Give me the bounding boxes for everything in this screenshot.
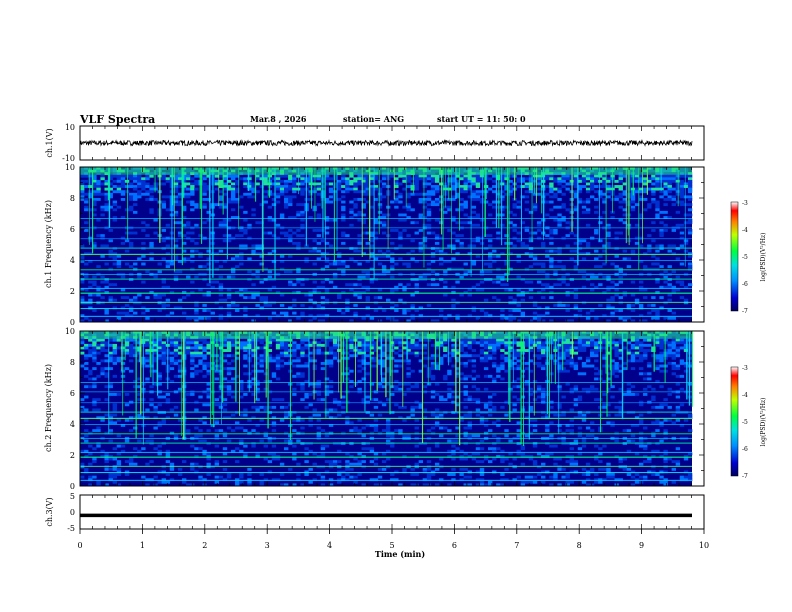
xtick-8: 8	[577, 541, 582, 550]
ch1-spectrogram-ylabel-channel: ch.1 Frequency (kHz)	[44, 200, 53, 288]
xtick-3: 3	[265, 541, 270, 550]
ch2-spectrogram-bands	[80, 331, 693, 487]
ch3-ytick-mid: 0	[70, 508, 75, 517]
ch1-ytick-8: 8	[70, 194, 75, 203]
cb2-tick-5: -5	[742, 419, 748, 426]
ch2-spectrogram-ylabel-channel: ch.2 Frequency (kHz)	[44, 364, 53, 452]
cb2-tick-6: -6	[742, 446, 748, 453]
ch1-ytick-bottom: -10	[62, 154, 75, 163]
ch3-ytick-bottom: -5	[67, 524, 75, 533]
cb1-tick-3: -3	[742, 200, 748, 207]
cb2-tick-7: -7	[742, 473, 748, 480]
ch1-spectrogram-bands	[80, 167, 693, 323]
ch1-ytick-4: 4	[70, 256, 75, 265]
figure-title: VLF Spectra	[79, 113, 155, 126]
xtick-2: 2	[202, 541, 207, 550]
xtick-0: 0	[77, 541, 82, 550]
date-label: Mar.8 , 2026	[250, 114, 307, 124]
ch1-ytick-10: 10	[65, 163, 75, 172]
axis-ticks	[79, 126, 705, 534]
ch1-waveform-panel: 10 -10 ch.1(V)	[45, 123, 705, 163]
xtick-5: 5	[389, 541, 394, 550]
colorbar-ch2: -3 -4 -5 -6 -7 log(PSD)(V²/Hz)	[730, 365, 767, 480]
xtick-4: 4	[327, 541, 332, 550]
ch1-waveform-line	[79, 138, 693, 147]
ch2-ytick-0: 0	[70, 482, 75, 491]
ch2-ytick-4: 4	[70, 420, 75, 429]
cb1-tick-6: -6	[742, 281, 748, 288]
cb2-tick-4: -4	[742, 392, 748, 399]
ch2-ytick-10: 10	[65, 327, 75, 336]
xtick-7: 7	[514, 541, 519, 550]
colorbar-ch1-label: log(PSD)(V²/Hz)	[760, 233, 767, 282]
cb1-tick-5: -5	[742, 254, 748, 261]
ch1-ytick-top: 10	[65, 123, 75, 132]
cb1-tick-4: -4	[742, 227, 748, 234]
ch1-waveform-ylabel: ch.1(V)	[45, 128, 54, 157]
colorbar-ch2-gradient	[730, 366, 739, 477]
x-axis-ticklabels: 0 1 2 3 4 5 6 7 8 9 10	[77, 541, 709, 550]
cb1-tick-7: -7	[742, 308, 748, 315]
ch2-spectrogram-panel: ch.2 Frequency (kHz)	[44, 330, 705, 487]
ch3-ytick-top: 5	[70, 492, 75, 501]
x-axis-label: Time (min)	[375, 549, 425, 559]
xtick-1: 1	[140, 541, 145, 550]
xtick-10: 10	[699, 541, 709, 550]
colorbar-ch1-gradient	[730, 201, 739, 312]
ch1-spectrogram-panel: ch.1 Frequency (kHz)	[44, 166, 705, 323]
ch1-spectrogram-yticks: 0 2 4 6 8 10	[65, 163, 75, 327]
xtick-6: 6	[452, 541, 457, 550]
ch3-waveform-panel: 5 0 -5 ch.3(V)	[45, 492, 705, 533]
ch1-ytick-6: 6	[70, 225, 75, 234]
xtick-9: 9	[639, 541, 644, 550]
cb2-tick-3: -3	[742, 365, 748, 372]
ch2-ytick-8: 8	[70, 358, 75, 367]
ch3-waveform-ylabel: ch.3(V)	[45, 497, 54, 526]
ch2-spectrogram-yticks: 0 2 4 6 8 10	[65, 327, 75, 491]
ch2-ytick-6: 6	[70, 389, 75, 398]
start-time-label: start UT = 11: 50: 0	[437, 114, 526, 124]
ch2-ytick-2: 2	[70, 451, 75, 460]
station-label: station= ANG	[343, 114, 404, 124]
ch1-ytick-0: 0	[70, 318, 75, 327]
ch3-waveform-frame	[79, 494, 705, 530]
colorbar-ch1: -3 -4 -5 -6 -7 log(PSD)(V²/Hz)	[730, 200, 767, 315]
colorbar-ch2-label: log(PSD)(V²/Hz)	[760, 398, 767, 447]
ch1-ytick-2: 2	[70, 287, 75, 296]
